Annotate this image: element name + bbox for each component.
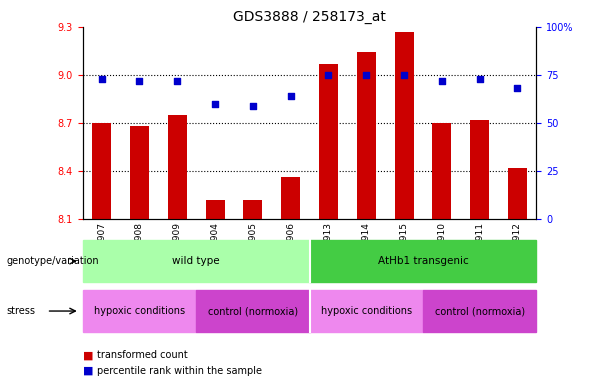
Point (512, 85, 522, 91)
Text: ■: ■ (83, 350, 93, 360)
Bar (432, 123, 451, 219)
Bar (92, 123, 111, 219)
Text: percentile rank within the sample: percentile rank within the sample (97, 366, 262, 376)
Point (475, 76, 485, 82)
Bar (243, 200, 262, 219)
Point (399, 72, 409, 78)
Bar (357, 53, 376, 219)
Point (97, 76, 107, 82)
Bar (470, 120, 489, 219)
Bar (319, 64, 338, 219)
Text: hypoxic conditions: hypoxic conditions (94, 306, 185, 316)
Bar (395, 32, 414, 219)
Text: genotype/variation: genotype/variation (6, 256, 99, 266)
Bar (168, 115, 187, 219)
Bar (130, 126, 149, 219)
Bar (205, 200, 224, 219)
Text: transformed count: transformed count (97, 350, 188, 360)
Point (361, 72, 371, 78)
Text: stress: stress (6, 306, 35, 316)
Point (324, 72, 333, 78)
Point (286, 93, 295, 99)
Point (134, 78, 145, 84)
Point (437, 78, 447, 84)
Text: control (normoxia): control (normoxia) (208, 306, 298, 316)
Point (248, 103, 257, 109)
Text: hypoxic conditions: hypoxic conditions (321, 306, 412, 316)
Point (172, 78, 182, 84)
Text: AtHb1 transgenic: AtHb1 transgenic (378, 256, 468, 266)
Bar (508, 168, 527, 219)
Text: ■: ■ (83, 366, 93, 376)
Point (210, 101, 220, 107)
Text: wild type: wild type (172, 256, 220, 266)
Title: GDS3888 / 258173_at: GDS3888 / 258173_at (233, 10, 386, 25)
Text: control (normoxia): control (normoxia) (435, 306, 525, 316)
Bar (281, 177, 300, 219)
